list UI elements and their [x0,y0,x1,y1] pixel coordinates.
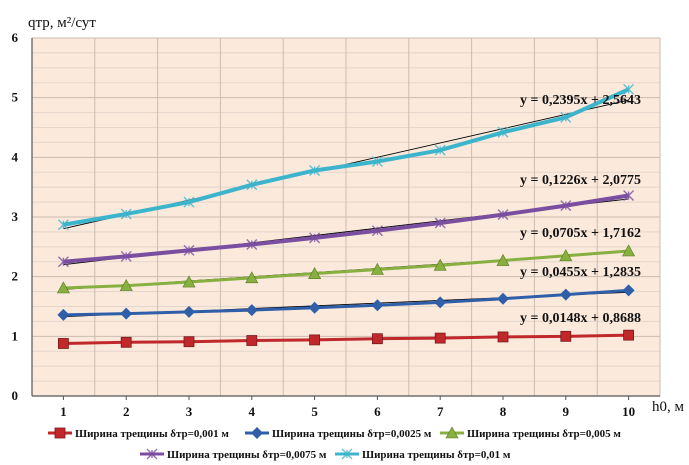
legend-label: Ширина трещины δтр=0,001 м [75,428,229,440]
legend-item: Ширина трещины δтр=0,01 м [335,448,511,461]
x-tick-label: 5 [311,404,318,419]
data-point [559,288,572,301]
data-point [497,331,509,343]
data-point [309,164,321,176]
data-point [308,267,322,279]
x-tick-label: 10 [622,404,635,419]
data-point [623,190,635,202]
data-point [497,126,509,138]
data-point [622,284,635,297]
legend-label: Ширина трещины δтр=0,01 м [362,449,511,461]
data-point [497,292,509,305]
data-point [496,253,510,266]
data-point [246,238,258,250]
series-line [63,193,629,264]
data-point [146,448,158,460]
legend-label: Ширина трещины δтр=0,0025 м [272,428,432,440]
data-point [57,308,70,321]
y-tick-label: 5 [12,90,19,105]
y-tick-label: 0 [12,388,19,403]
data-point [309,232,321,244]
data-point [433,258,447,271]
trendline-equation: y = 0,0455x + 1,2835 [520,265,641,280]
x-tick-label: 3 [186,404,193,419]
data-point [57,256,69,268]
data-point [559,249,573,262]
x-tick-label: 9 [563,404,570,419]
trendline-equation: y = 0,2395x + 2,5643 [520,93,641,108]
data-point [183,336,195,348]
data-point [371,225,383,237]
y-tick-label: 6 [12,30,19,45]
data-point [341,448,353,460]
data-point [246,335,258,346]
data-point [434,296,447,309]
data-point [58,338,69,349]
x-tick-label: 4 [249,404,256,419]
data-point [309,334,321,346]
legend-label: Ширина трещины δтр=0,0075 м [167,449,327,461]
x-tick-label: 1 [60,404,67,419]
data-point [622,244,636,257]
data-point [308,301,321,314]
data-point [120,307,133,320]
y-tick-label: 2 [12,269,19,284]
x-tick-label: 8 [500,404,507,419]
x-tick-label: 7 [437,404,444,419]
legend-item: Ширина трещины δтр=0,0075 м [140,448,327,461]
data-point [434,144,446,156]
data-point [119,278,133,291]
data-point [560,330,572,342]
data-point [497,209,509,221]
data-point [445,426,459,439]
data-point [371,299,384,312]
data-point [560,111,572,123]
data-point [120,336,132,348]
data-point [120,208,132,220]
legend-item: Ширина трещины δтр=0,001 м [48,427,229,440]
y-tick-label: 1 [12,328,19,343]
data-point [623,329,634,341]
y-tick-label: 4 [12,149,19,164]
x-tick-label: 6 [374,404,381,419]
data-point [623,83,635,95]
data-point [370,262,384,275]
data-point [434,332,446,344]
legend-item: Ширина трещины δтр=0,005 м [440,426,621,440]
data-point [182,275,196,288]
x-axis-label: h0, м [652,399,685,415]
series-line [63,87,630,227]
data-point [246,179,258,191]
data-point [54,427,66,439]
data-point [57,219,69,231]
x-tick-label: 2 [123,404,130,419]
legend-item: Ширина трещины δтр=0,0025 м [245,427,432,440]
data-point [251,427,263,439]
data-point [245,304,258,317]
data-point [560,200,572,212]
y-tick-label: 3 [12,209,19,224]
data-point [434,217,446,229]
series-line [63,249,629,290]
data-point [183,196,195,208]
data-point [371,333,383,345]
data-point [56,281,70,294]
legend-label: Ширина трещины δтр=0,005 м [467,428,621,440]
trendline-equation: y = 0,0705x + 1,7162 [520,226,641,241]
data-point [120,250,132,262]
data-point [245,271,259,284]
series-line [63,333,629,345]
y-axis-label: qтр, м²/сут [28,15,96,31]
data-point [183,305,195,318]
trendline-equation: y = 0,1226x + 2,0775 [520,173,641,188]
series-line [63,288,629,317]
data-point [183,244,195,256]
trendline-equation: y = 0,0148x + 0,8688 [520,311,641,326]
data-point [371,156,383,168]
